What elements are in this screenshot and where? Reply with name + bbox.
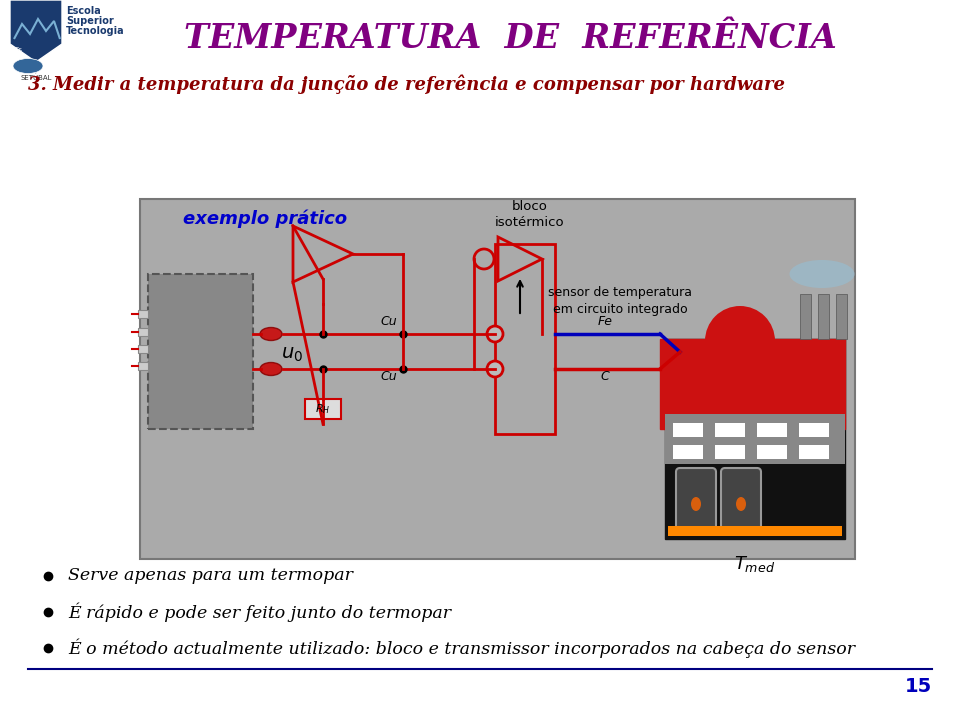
- Bar: [665, 339, 845, 539]
- Text: É rápido e pode ser feito junto do termopar: É rápido e pode ser feito junto do termo…: [68, 602, 451, 622]
- Bar: [138, 345, 148, 353]
- Bar: [673, 445, 703, 459]
- Text: Fe: Fe: [597, 315, 612, 328]
- Bar: [138, 310, 148, 318]
- Text: sensor de temperatura
em circuito integrado: sensor de temperatura em circuito integr…: [548, 286, 692, 316]
- Bar: [715, 423, 745, 437]
- Bar: [660, 339, 845, 429]
- Ellipse shape: [789, 260, 854, 288]
- Text: TEMPERATURA  DE  REFERÊNCIA: TEMPERATURA DE REFERÊNCIA: [183, 22, 836, 54]
- Polygon shape: [10, 0, 62, 62]
- Text: $R_H$: $R_H$: [315, 402, 330, 416]
- Bar: [800, 294, 811, 339]
- Bar: [799, 445, 829, 459]
- Bar: [140, 199, 855, 559]
- Bar: [495, 244, 555, 434]
- Bar: [818, 294, 829, 339]
- Text: Cu: Cu: [381, 315, 397, 328]
- Ellipse shape: [260, 363, 282, 376]
- FancyBboxPatch shape: [721, 468, 761, 531]
- FancyBboxPatch shape: [676, 468, 716, 531]
- Bar: [757, 423, 787, 437]
- Text: Escola: Escola: [66, 6, 101, 16]
- Text: C: C: [601, 370, 610, 383]
- Ellipse shape: [260, 327, 282, 340]
- Bar: [148, 274, 253, 429]
- Text: Es
T: Es T: [14, 47, 25, 60]
- Ellipse shape: [736, 497, 746, 511]
- Text: Superior: Superior: [66, 16, 113, 26]
- Bar: [668, 526, 842, 536]
- Text: Serve apenas para um termopar: Serve apenas para um termopar: [68, 568, 353, 584]
- Text: exemplo prático: exemplo prático: [183, 210, 348, 228]
- Text: Tecnologia: Tecnologia: [66, 26, 125, 36]
- Circle shape: [487, 326, 503, 342]
- Text: É o método actualmente utilizado: bloco e transmissor incorporados na cabeça do : É o método actualmente utilizado: bloco …: [68, 639, 855, 657]
- Text: 3. Medir a temperatura da junção de referência e compensar por hardware: 3. Medir a temperatura da junção de refe…: [28, 75, 785, 93]
- Bar: [715, 445, 745, 459]
- Wedge shape: [705, 306, 775, 341]
- Text: 15: 15: [904, 676, 932, 696]
- Ellipse shape: [13, 59, 43, 74]
- Bar: [836, 294, 847, 339]
- Text: SETÚBAL: SETÚBAL: [20, 74, 52, 80]
- Ellipse shape: [691, 497, 701, 511]
- Text: $T_{med}$: $T_{med}$: [734, 554, 776, 574]
- Bar: [138, 362, 148, 370]
- Text: $u_0$: $u_0$: [281, 345, 303, 363]
- Bar: [757, 445, 787, 459]
- Bar: [799, 423, 829, 437]
- Text: Cu: Cu: [381, 370, 397, 383]
- Text: bloco
isotérmico: bloco isotérmico: [495, 200, 564, 229]
- Bar: [305, 399, 341, 419]
- Circle shape: [487, 361, 503, 377]
- Bar: [673, 423, 703, 437]
- Bar: [665, 414, 845, 464]
- Bar: [138, 328, 148, 336]
